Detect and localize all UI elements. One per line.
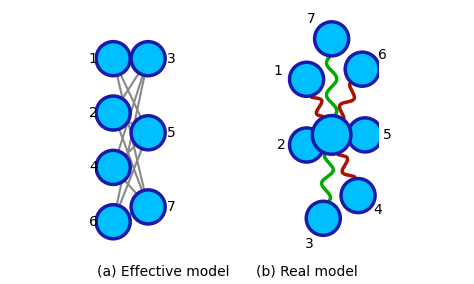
Text: 2: 2	[277, 138, 285, 152]
Text: 6: 6	[378, 48, 387, 62]
Text: 7: 7	[166, 200, 175, 214]
Circle shape	[131, 116, 165, 150]
Circle shape	[96, 96, 130, 130]
Text: (a) Effective model: (a) Effective model	[97, 264, 229, 278]
Text: 1: 1	[274, 64, 283, 78]
Circle shape	[131, 190, 165, 224]
Circle shape	[312, 116, 351, 154]
Circle shape	[96, 150, 130, 184]
Text: 1: 1	[89, 52, 98, 66]
Text: 5: 5	[383, 128, 392, 142]
Text: 3: 3	[166, 52, 175, 66]
Text: 7: 7	[307, 12, 316, 26]
Circle shape	[96, 42, 130, 76]
Text: (b) Real model: (b) Real model	[255, 264, 357, 278]
Circle shape	[96, 205, 130, 239]
Circle shape	[345, 52, 379, 86]
Text: 5: 5	[166, 126, 175, 140]
Text: 6: 6	[89, 215, 98, 229]
Circle shape	[131, 42, 165, 76]
Circle shape	[306, 201, 340, 235]
Circle shape	[315, 22, 349, 56]
Circle shape	[290, 62, 324, 96]
Text: 4: 4	[374, 203, 383, 217]
Text: 4: 4	[89, 160, 98, 174]
Circle shape	[348, 118, 382, 152]
Circle shape	[341, 179, 375, 213]
Text: 2: 2	[89, 106, 98, 120]
Text: 3: 3	[305, 237, 313, 251]
Circle shape	[290, 128, 324, 162]
